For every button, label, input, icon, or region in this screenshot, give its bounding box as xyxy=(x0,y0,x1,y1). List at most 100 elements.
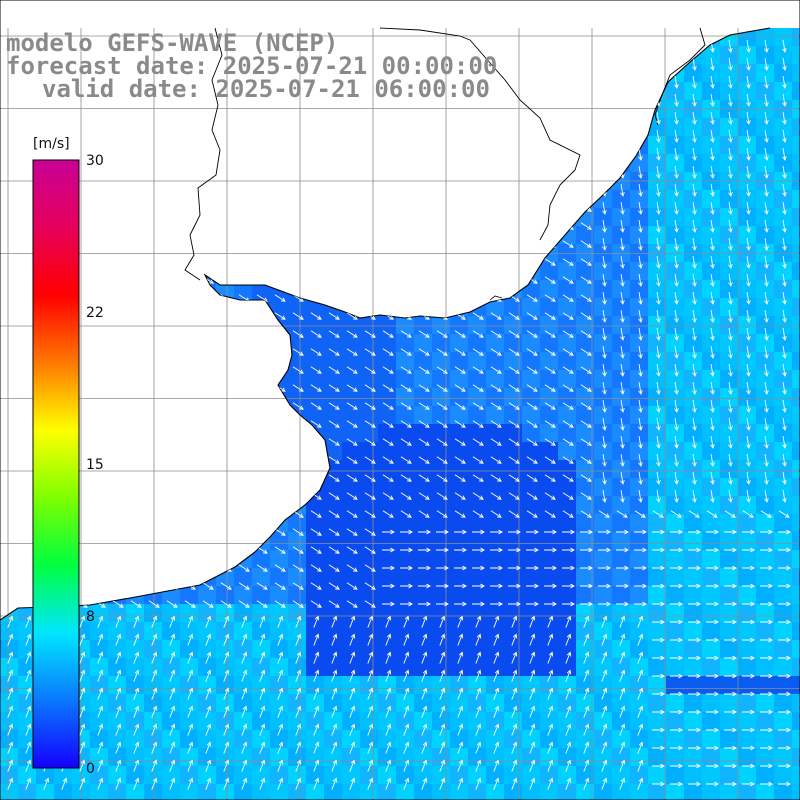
wind-arrow xyxy=(619,723,626,736)
sea-cell xyxy=(144,676,163,695)
wind-arrow xyxy=(400,474,412,482)
wind-arrow xyxy=(692,364,697,377)
sea-cell xyxy=(756,208,775,227)
wind-arrow xyxy=(94,438,106,446)
sea-cell xyxy=(180,334,199,353)
wind-arrow xyxy=(346,132,358,140)
sea-cell xyxy=(108,748,127,767)
sea-cell xyxy=(180,730,199,749)
coast-detail xyxy=(489,295,503,301)
sea-cell xyxy=(558,712,577,731)
sea-cell xyxy=(198,442,217,461)
wind-arrow xyxy=(256,456,268,464)
sea-cell xyxy=(738,550,757,569)
sea-cell xyxy=(540,748,559,767)
sea-cell xyxy=(342,190,361,209)
sea-cell xyxy=(342,748,361,767)
wind-arrow xyxy=(364,258,376,266)
wind-arrow xyxy=(4,258,16,266)
wind-arrow xyxy=(220,330,232,338)
sea-cell xyxy=(756,100,775,119)
wind-arrow xyxy=(328,564,340,572)
wind-arrow xyxy=(436,276,448,284)
wind-arrow xyxy=(151,759,158,772)
sea-cell xyxy=(270,622,289,641)
wind-arrow xyxy=(25,759,32,772)
sea-cell xyxy=(558,406,577,425)
sea-cell xyxy=(738,730,757,749)
sea-cell xyxy=(630,370,649,389)
wind-arrow xyxy=(403,759,410,772)
sea-cell xyxy=(378,766,397,785)
sea-cell xyxy=(162,208,181,227)
sea-cell xyxy=(342,280,361,299)
sea-cell xyxy=(612,478,631,497)
wind-arrow xyxy=(94,582,106,590)
sea-cell xyxy=(486,172,505,191)
sea-cell xyxy=(720,568,739,587)
sea-cell xyxy=(0,622,19,641)
sea-cell xyxy=(126,676,145,695)
title-forecast-date: forecast date: 2025-07-21 00:00:00 xyxy=(6,52,497,80)
wind-arrow xyxy=(130,348,142,356)
wind-arrow xyxy=(638,436,643,449)
sea-cell xyxy=(324,640,343,659)
sea-cell xyxy=(720,586,739,605)
sea-cell xyxy=(576,226,595,245)
sea-cell xyxy=(738,496,757,515)
sea-cell xyxy=(504,676,523,695)
wind-arrow xyxy=(710,310,715,323)
wind-arrow xyxy=(238,150,250,158)
wind-arrow xyxy=(130,240,142,248)
wind-arrow xyxy=(562,204,574,212)
sea-cell xyxy=(378,442,397,461)
wind-arrow xyxy=(764,382,769,395)
sea-cell xyxy=(558,352,577,371)
wind-arrow xyxy=(349,759,356,772)
sea-cell xyxy=(522,694,541,713)
sea-cell xyxy=(306,640,325,659)
sea-cell xyxy=(108,496,127,515)
sea-cell xyxy=(684,586,703,605)
sea-cell xyxy=(756,658,775,677)
sea-cell xyxy=(108,622,127,641)
sea-cell xyxy=(324,496,343,515)
wind-arrow xyxy=(472,186,484,194)
sea-cell xyxy=(594,442,613,461)
sea-cell xyxy=(144,784,163,800)
sea-cell xyxy=(252,190,271,209)
sea-cell xyxy=(108,388,127,407)
sea-cell xyxy=(144,586,163,605)
sea-cell xyxy=(522,388,541,407)
wind-arrow xyxy=(493,615,500,628)
sea-cell xyxy=(774,64,793,83)
sea-cell xyxy=(144,424,163,443)
sea-cell xyxy=(144,568,163,587)
sea-cell xyxy=(666,208,685,227)
sea-cell xyxy=(216,622,235,641)
wind-arrow xyxy=(728,76,733,89)
sea-cell xyxy=(378,154,397,173)
wind-arrow xyxy=(346,258,358,266)
wind-arrow xyxy=(526,366,538,374)
sea-cell xyxy=(738,640,757,659)
sea-cell xyxy=(270,766,289,785)
wind-arrow xyxy=(274,132,286,140)
wind-arrow xyxy=(238,240,250,248)
wind-arrow xyxy=(602,220,607,233)
sea-cell xyxy=(522,550,541,569)
sea-cell xyxy=(648,730,667,749)
sea-cell xyxy=(504,64,523,83)
wind-arrow xyxy=(166,240,178,248)
sea-cell xyxy=(126,550,145,569)
wind-arrow xyxy=(508,583,521,589)
wind-arrow xyxy=(400,492,412,500)
wind-arrow xyxy=(184,294,196,302)
sea-cell xyxy=(216,190,235,209)
sea-cell xyxy=(18,82,37,101)
sea-cell xyxy=(0,766,19,785)
sea-cell xyxy=(324,406,343,425)
wind-arrow xyxy=(724,691,737,697)
wind-arrow xyxy=(454,384,466,392)
wind-arrow xyxy=(746,76,751,89)
